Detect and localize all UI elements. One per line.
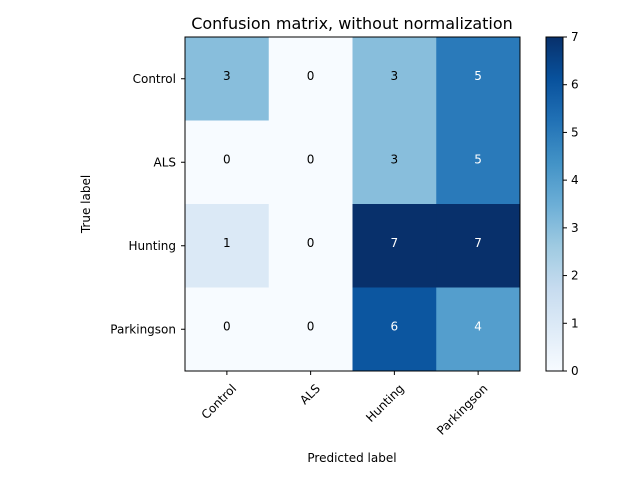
heatmap-cell (436, 120, 521, 205)
x-tick-label: ALS (297, 381, 323, 407)
cell-value-label: 0 (223, 319, 231, 333)
heatmap-cell (436, 287, 521, 372)
chart-title: Confusion matrix, without normalization (191, 14, 513, 33)
y-tick-label: Hunting (129, 239, 177, 253)
heatmap-cells (185, 37, 521, 372)
colorbar-tick-label: 4 (571, 173, 579, 187)
heatmap-cell (268, 120, 353, 205)
colorbar (545, 36, 564, 372)
x-tick-label: Parkingson (434, 381, 490, 437)
x-tick-label: Hunting (363, 381, 406, 424)
y-tick-label: Parkingson (110, 322, 176, 336)
heatmap-cell (268, 204, 353, 288)
heatmap-cell (185, 287, 270, 372)
cell-value-label: 3 (391, 69, 399, 83)
colorbar-tick-label: 3 (571, 221, 579, 235)
cell-value-label: 7 (474, 236, 482, 250)
cell-value-label: 0 (307, 236, 315, 250)
heatmap-cell (352, 120, 437, 205)
y-axis-label: True label (79, 175, 93, 234)
cell-value-label: 7 (391, 236, 399, 250)
cell-value-label: 0 (307, 319, 315, 333)
x-axis-label: Predicted label (307, 451, 396, 465)
heatmap-cell-labels: 3 0 3 5 0 0 3 5 1 0 7 7 0 0 6 4 (223, 69, 482, 334)
cell-value-label: 5 (474, 69, 482, 83)
colorbar-tick-label: 0 (571, 364, 579, 378)
plot-frame (184, 36, 521, 372)
heatmap-cell (185, 120, 270, 205)
colorbar-tick-label: 6 (571, 78, 579, 92)
heatmap-cell (352, 37, 437, 121)
colorbar-ticks: 0 1 2 3 4 5 6 7 (563, 30, 579, 378)
x-tick-label: Control (199, 381, 240, 422)
colorbar-tick-label: 7 (571, 30, 579, 44)
colorbar-tick-label: 5 (571, 125, 579, 139)
cell-value-label: 0 (223, 152, 231, 166)
cell-value-label: 1 (223, 236, 231, 250)
colorbar-tick-label: 2 (571, 269, 579, 283)
cell-value-label: 0 (307, 152, 315, 166)
cell-value-label: 6 (391, 319, 399, 333)
x-axis-ticks: Control ALS Hunting Parkingson (199, 371, 490, 438)
heatmap-cell (268, 37, 353, 121)
y-tick-label: Control (133, 72, 176, 86)
cell-value-label: 3 (223, 69, 231, 83)
heatmap-cell (352, 204, 437, 288)
heatmap-cell (185, 204, 270, 288)
heatmap-cell (185, 37, 270, 121)
heatmap-cell (352, 287, 437, 372)
colorbar-tick-label: 1 (571, 316, 579, 330)
heatmap-cell (436, 204, 521, 288)
cell-value-label: 5 (474, 152, 482, 166)
y-axis-ticks: Control ALS Hunting Parkingson (110, 72, 185, 336)
heatmap-cell (268, 287, 353, 372)
cell-value-label: 3 (391, 152, 399, 166)
cell-value-label: 4 (474, 319, 482, 333)
cell-value-label: 0 (307, 69, 315, 83)
heatmap-cell (436, 37, 521, 121)
y-tick-label: ALS (153, 155, 176, 169)
